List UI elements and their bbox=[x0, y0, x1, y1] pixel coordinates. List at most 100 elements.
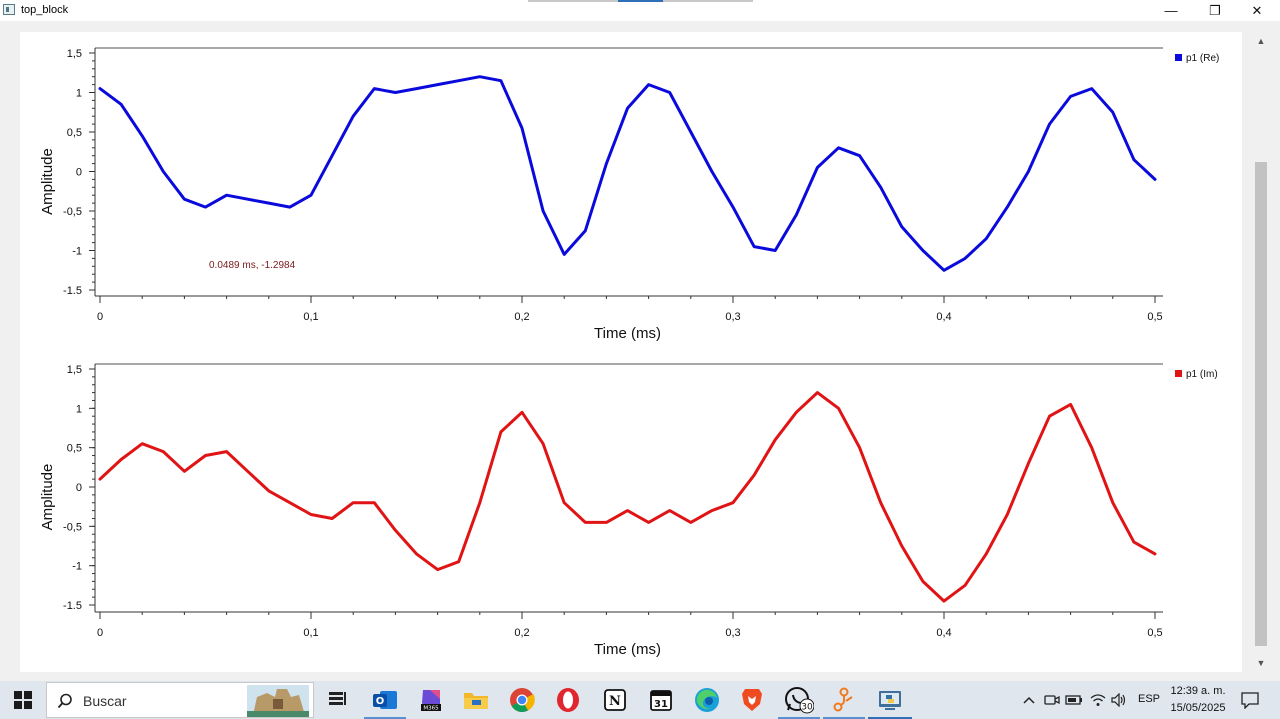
meet-now-icon[interactable] bbox=[1043, 691, 1061, 709]
input-language-indicator[interactable]: ESP bbox=[1138, 693, 1161, 705]
vertical-scrollbar[interactable]: ▲ ▼ bbox=[1252, 32, 1270, 672]
taskbar-search-box[interactable]: Buscar bbox=[46, 682, 314, 718]
data-point bbox=[1112, 111, 1114, 114]
data-point bbox=[1090, 446, 1093, 449]
notifications-icon[interactable] bbox=[1240, 690, 1260, 710]
data-point bbox=[310, 513, 312, 516]
show-hidden-icons-chevron-icon[interactable] bbox=[1020, 691, 1038, 709]
data-point bbox=[542, 210, 544, 212]
y-tick-label: -1 bbox=[72, 561, 82, 573]
data-point bbox=[415, 553, 418, 555]
data-point bbox=[394, 91, 397, 94]
data-point bbox=[985, 553, 987, 555]
window-title: top_block bbox=[21, 4, 69, 16]
x-tick-label: 0,3 bbox=[725, 311, 740, 323]
y-axis-label: Amplitude bbox=[39, 464, 56, 531]
svg-text:O: O bbox=[376, 696, 385, 707]
legend-label: p1 (Im) bbox=[1186, 369, 1218, 380]
whatsapp-icon[interactable]: 30 bbox=[784, 685, 814, 715]
data-point bbox=[795, 411, 798, 414]
data-point bbox=[436, 568, 439, 571]
scroll-up-arrow-icon[interactable]: ▲ bbox=[1256, 36, 1266, 46]
clock-time[interactable]: 12:39 a. m. bbox=[1170, 685, 1226, 697]
x-tick-label: 0,5 bbox=[1147, 311, 1162, 323]
git-icon[interactable] bbox=[829, 685, 859, 715]
python-app-running-indicator bbox=[868, 717, 912, 719]
y-tick-label: -1 bbox=[72, 246, 82, 258]
data-point bbox=[99, 87, 101, 90]
cursor-readout-annotation: 0.0489 ms, -1.2984 bbox=[209, 260, 296, 271]
task-view-icon[interactable] bbox=[322, 685, 352, 715]
edge-icon[interactable] bbox=[692, 685, 722, 715]
data-point bbox=[1069, 403, 1072, 406]
outlook-icon[interactable]: O bbox=[370, 685, 400, 715]
scrollbar-thumb[interactable] bbox=[1255, 162, 1267, 646]
data-point bbox=[668, 91, 671, 94]
data-point bbox=[436, 83, 439, 86]
search-icon bbox=[57, 693, 72, 709]
y-tick-label: 1,5 bbox=[67, 364, 82, 376]
data-point bbox=[268, 202, 270, 204]
data-point bbox=[1006, 513, 1009, 516]
chart-imaginary-part: 1,5 1 0,5 0 -0,5 -1 -1.5 0 0,1 0,2 0,3 0,4 0,5 Time (… bbox=[39, 363, 1218, 658]
data-point bbox=[394, 529, 397, 532]
x-tick-label: 0 bbox=[97, 311, 103, 323]
restore-button[interactable]: ❐ bbox=[1209, 2, 1221, 18]
data-point bbox=[879, 186, 882, 189]
data-point bbox=[605, 521, 608, 524]
calendar-day: 31 bbox=[654, 699, 668, 710]
data-point bbox=[964, 257, 966, 260]
y-tick-label: 1 bbox=[76, 88, 82, 100]
opera-icon[interactable] bbox=[553, 685, 583, 715]
data-point bbox=[246, 470, 249, 473]
titlebar-tab-strip bbox=[528, 0, 753, 2]
windows-start-icon[interactable] bbox=[0, 681, 46, 719]
chart-real-part: 1,5 1 0,5 0 -0,5 -1 -1.5 0 0,1 0,2 0,3 0,4 0,5 Time (… bbox=[39, 47, 1219, 342]
data-point bbox=[521, 411, 523, 414]
titlebar-active-tab-indicator bbox=[618, 0, 663, 2]
data-point bbox=[563, 253, 565, 256]
data-point bbox=[183, 470, 186, 473]
scroll-down-arrow-icon[interactable]: ▼ bbox=[1256, 658, 1266, 668]
data-point bbox=[373, 87, 376, 90]
data-point bbox=[605, 162, 608, 165]
python-app-icon[interactable] bbox=[875, 685, 905, 715]
data-point bbox=[500, 79, 502, 82]
wifi-icon[interactable] bbox=[1089, 691, 1107, 709]
minimize-button[interactable]: — bbox=[1164, 3, 1178, 18]
series-line bbox=[98, 391, 1157, 603]
m365-icon[interactable]: M365 bbox=[416, 685, 446, 715]
data-point bbox=[289, 206, 291, 208]
data-point bbox=[1006, 206, 1009, 208]
x-axis-label: Time (ms) bbox=[594, 325, 661, 342]
notion-glyph: N bbox=[609, 694, 621, 709]
window-titlebar: top_block — ❐ ✕ bbox=[0, 0, 1280, 21]
clock-date[interactable]: 15/05/2025 bbox=[1170, 702, 1226, 714]
data-point bbox=[310, 194, 312, 196]
y-axis-label: Amplitude bbox=[39, 148, 56, 215]
data-point bbox=[120, 458, 122, 461]
data-point bbox=[500, 431, 502, 433]
file-explorer-icon[interactable] bbox=[461, 685, 491, 715]
chrome-icon[interactable] bbox=[507, 685, 537, 715]
close-button[interactable]: ✕ bbox=[1251, 2, 1263, 18]
battery-icon[interactable] bbox=[1065, 691, 1083, 709]
legend-swatch bbox=[1175, 54, 1182, 61]
data-point bbox=[816, 391, 819, 394]
whatsapp-running-indicator bbox=[778, 717, 820, 719]
notion-icon[interactable]: N bbox=[600, 685, 630, 715]
data-point bbox=[711, 509, 713, 512]
series-line bbox=[98, 75, 1157, 272]
calendar-icon[interactable]: 31 bbox=[646, 685, 676, 715]
x-tick-label: 0 bbox=[97, 627, 103, 639]
data-point bbox=[183, 198, 186, 200]
x-tick-label: 0,2 bbox=[514, 311, 529, 323]
data-point bbox=[901, 226, 903, 228]
x-tick-label: 0,2 bbox=[514, 627, 529, 639]
x-tick-label: 0,1 bbox=[303, 311, 318, 323]
volume-icon[interactable] bbox=[1110, 691, 1128, 709]
x-tick-label: 0,4 bbox=[936, 311, 951, 323]
data-point bbox=[774, 249, 776, 252]
brave-icon[interactable] bbox=[737, 685, 767, 715]
search-placeholder: Buscar bbox=[83, 693, 127, 709]
